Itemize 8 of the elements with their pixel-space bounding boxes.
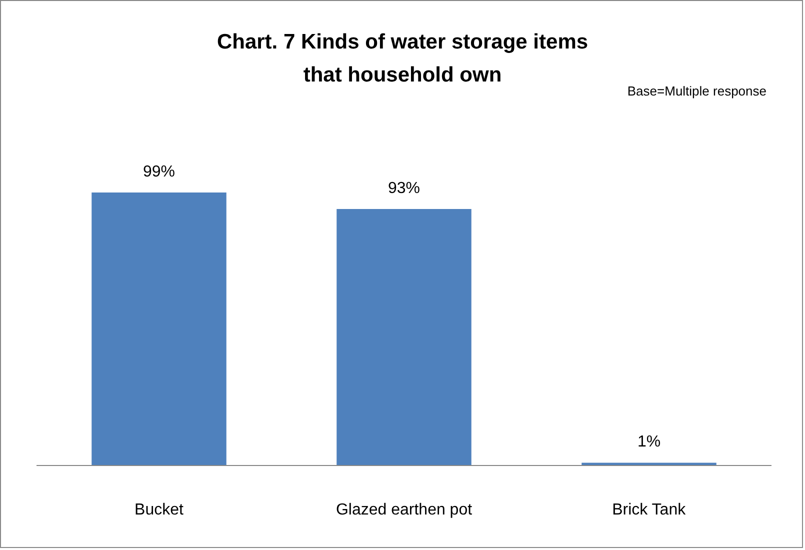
x-tick-label: Brick Tank <box>612 502 687 518</box>
data-label: 1% <box>637 434 661 451</box>
data-label: 93% <box>388 180 420 198</box>
x-tick-label: Glazed earthen pot <box>336 502 473 518</box>
x-tick-label: Bucket <box>134 502 184 518</box>
data-label: 99% <box>142 164 176 180</box>
chart-title: Chart. 7 Kinds of water storage items that household own <box>216 30 588 86</box>
text: Base=Multiple response <box>627 84 766 98</box>
